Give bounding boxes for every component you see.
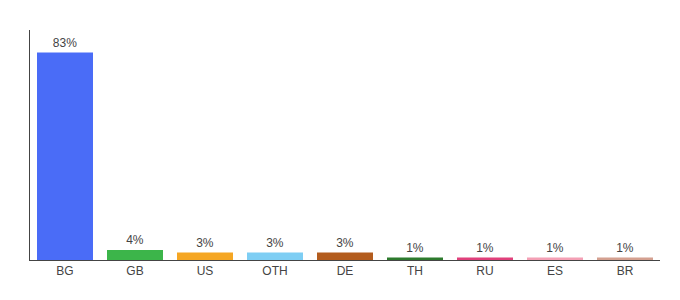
svg-text:US: US — [197, 264, 214, 278]
svg-text:4%: 4% — [126, 233, 144, 247]
svg-text:3%: 3% — [266, 236, 284, 250]
svg-text:83%: 83% — [53, 36, 77, 50]
svg-text:ES: ES — [547, 264, 563, 278]
svg-text:TH: TH — [407, 264, 423, 278]
svg-text:1%: 1% — [546, 241, 564, 255]
svg-text:1%: 1% — [616, 241, 634, 255]
svg-text:OTH: OTH — [262, 264, 287, 278]
svg-text:3%: 3% — [336, 236, 354, 250]
svg-text:BR: BR — [617, 264, 634, 278]
svg-text:GB: GB — [126, 264, 143, 278]
svg-text:1%: 1% — [476, 241, 494, 255]
svg-text:BG: BG — [56, 264, 73, 278]
svg-text:1%: 1% — [406, 241, 424, 255]
svg-text:DE: DE — [337, 264, 354, 278]
svg-text:RU: RU — [476, 264, 493, 278]
svg-text:3%: 3% — [196, 236, 214, 250]
